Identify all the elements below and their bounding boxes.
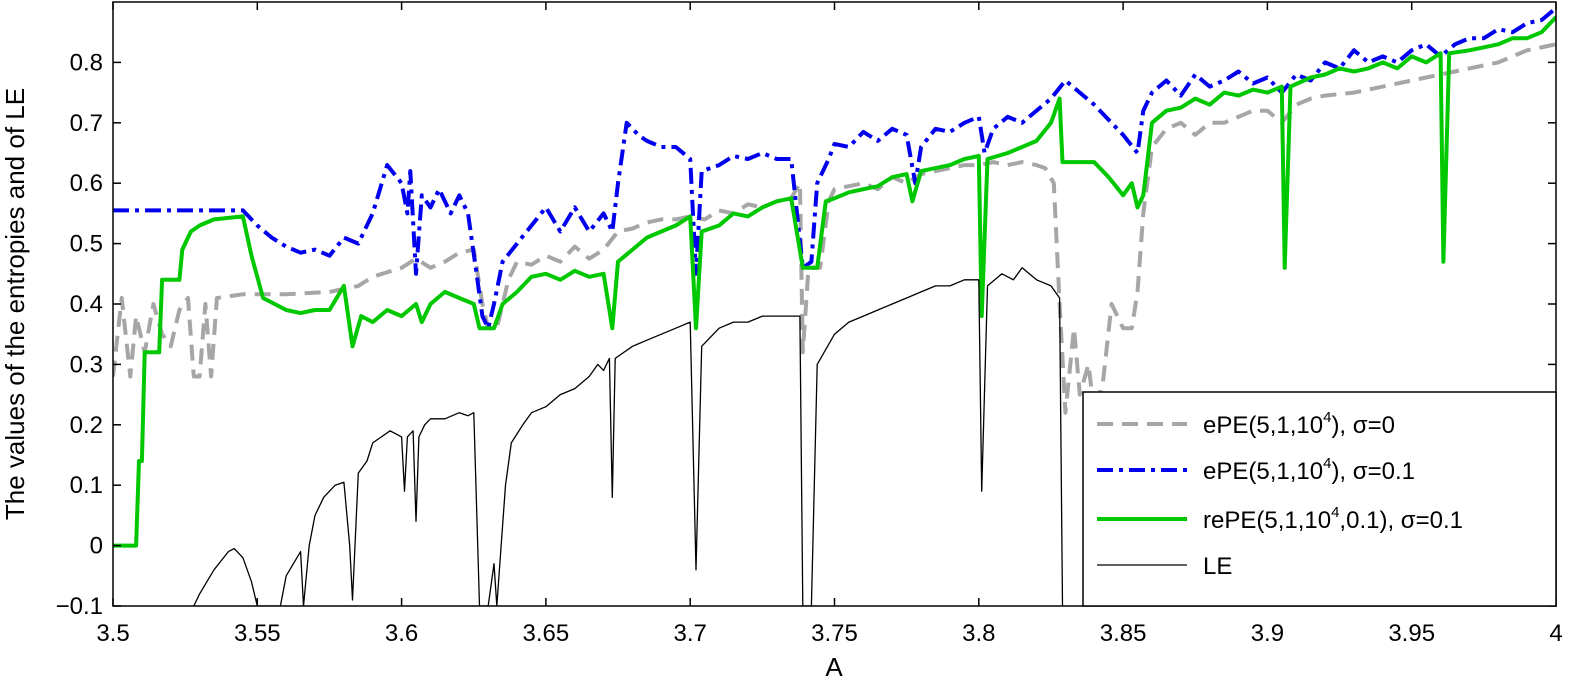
x-tick-label: 3.7: [674, 620, 707, 647]
x-tick-label: 3.8: [962, 620, 995, 647]
y-tick-label: 0.5: [70, 231, 103, 258]
x-tick-label: 3.95: [1388, 620, 1435, 647]
x-tick-label: 3.75: [811, 620, 858, 647]
series-layer: [113, 6, 1556, 606]
series-line-1: [113, 42, 1556, 415]
legend-label-2: ePE(5,1,104), σ=0.1: [1203, 455, 1415, 485]
y-tick-label: 0.8: [70, 49, 103, 76]
legend-label-1: ePE(5,1,104), σ=0: [1203, 409, 1395, 439]
legend-box: [1082, 391, 1557, 607]
x-tick-label: 3.65: [523, 620, 570, 647]
x-tick-label: 4: [1549, 620, 1562, 647]
series-line-3: [113, 15, 1556, 548]
y-tick-label: 0.2: [70, 412, 103, 439]
legend: ePE(5,1,104), σ=0 ePE(5,1,104), σ=0.1 rePE…: [1082, 391, 1557, 607]
legend-label-4: LE: [1203, 553, 1232, 580]
x-tick-label: 3.6: [385, 620, 418, 647]
y-tick-label: 0.1: [70, 472, 103, 499]
y-tick-label: 0.7: [70, 110, 103, 137]
series-line-4: [193, 267, 1064, 606]
legend-label-3: rePE(5,1,104,0.1), σ=0.1: [1203, 504, 1463, 534]
x-tick-label: 3.55: [234, 620, 281, 647]
tick-layer: 3.5 3.55 3.6 3.65 3.7 3.75 3.8 3.85 3.9 3.95 4 −0.1…: [56, 2, 1563, 647]
x-tick-label: 3.9: [1251, 620, 1284, 647]
y-tick-label: 0.3: [70, 351, 103, 378]
y-axis-title: The values of the entropies and of LE: [0, 88, 30, 520]
x-tick-label: 3.85: [1100, 620, 1147, 647]
y-tick-label: 0: [90, 533, 103, 560]
x-tick-label: 3.5: [96, 620, 129, 647]
y-tick-label: 0.6: [70, 170, 103, 197]
y-tick-label: −0.1: [56, 593, 103, 620]
series-line-2: [113, 6, 1556, 331]
x-axis-title: A: [825, 652, 843, 682]
y-tick-label: 0.4: [70, 291, 103, 318]
